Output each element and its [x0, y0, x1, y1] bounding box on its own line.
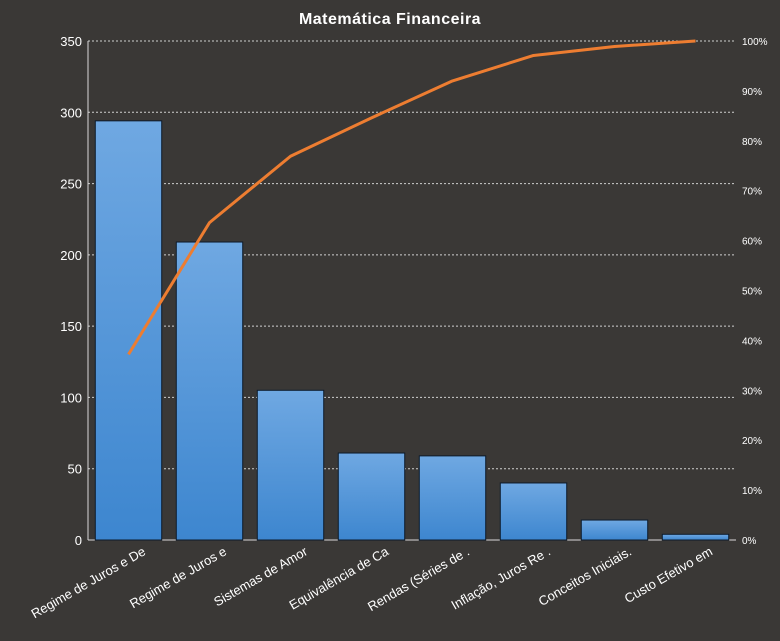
bar — [256, 389, 325, 541]
y2-tick-label: 10% — [742, 486, 762, 497]
y2-tick-label: 0% — [742, 536, 757, 547]
chart-title: Matemática Financeira — [299, 11, 481, 28]
bar — [661, 533, 730, 541]
bar — [580, 519, 649, 541]
y2-tick-label: 100% — [742, 37, 768, 48]
y2-tick-label: 90% — [742, 87, 762, 98]
y-tick-label: 0 — [75, 533, 82, 548]
y-tick-label: 200 — [60, 248, 82, 263]
bar-series — [94, 120, 730, 541]
y-tick-label: 150 — [60, 319, 82, 334]
bar — [337, 452, 406, 541]
bar — [499, 482, 568, 541]
y2-tick-label: 50% — [742, 287, 762, 298]
y-tick-label: 50 — [68, 462, 82, 477]
cumulative-line-series — [127, 39, 696, 356]
y-tick-label: 350 — [60, 34, 82, 49]
y-tick-label: 250 — [60, 177, 82, 192]
x-tick-label: Regime de Juros e De — [28, 544, 148, 622]
y2-tick-label: 20% — [742, 436, 762, 447]
y-tick-label: 300 — [60, 105, 82, 120]
y-axis-ticks: 0 50 100 150 200 250 300 350 — [60, 34, 82, 548]
bar — [418, 455, 487, 541]
bar — [175, 241, 244, 541]
bar — [94, 120, 163, 541]
y2-tick-label: 60% — [742, 237, 762, 248]
y2-tick-label: 70% — [742, 187, 762, 198]
cumulative-line — [127, 39, 696, 356]
y2-tick-label: 30% — [742, 386, 762, 397]
y2-tick-label: 40% — [742, 336, 762, 347]
y2-axis-ticks: 0% 10% 20% 30% 40% 50% 60% 70% 80% 90% 100% — [742, 37, 768, 547]
y-tick-label: 100 — [60, 390, 82, 405]
x-tick-label: Custo Efetivo em — [622, 544, 715, 606]
y2-tick-label: 80% — [742, 137, 762, 148]
